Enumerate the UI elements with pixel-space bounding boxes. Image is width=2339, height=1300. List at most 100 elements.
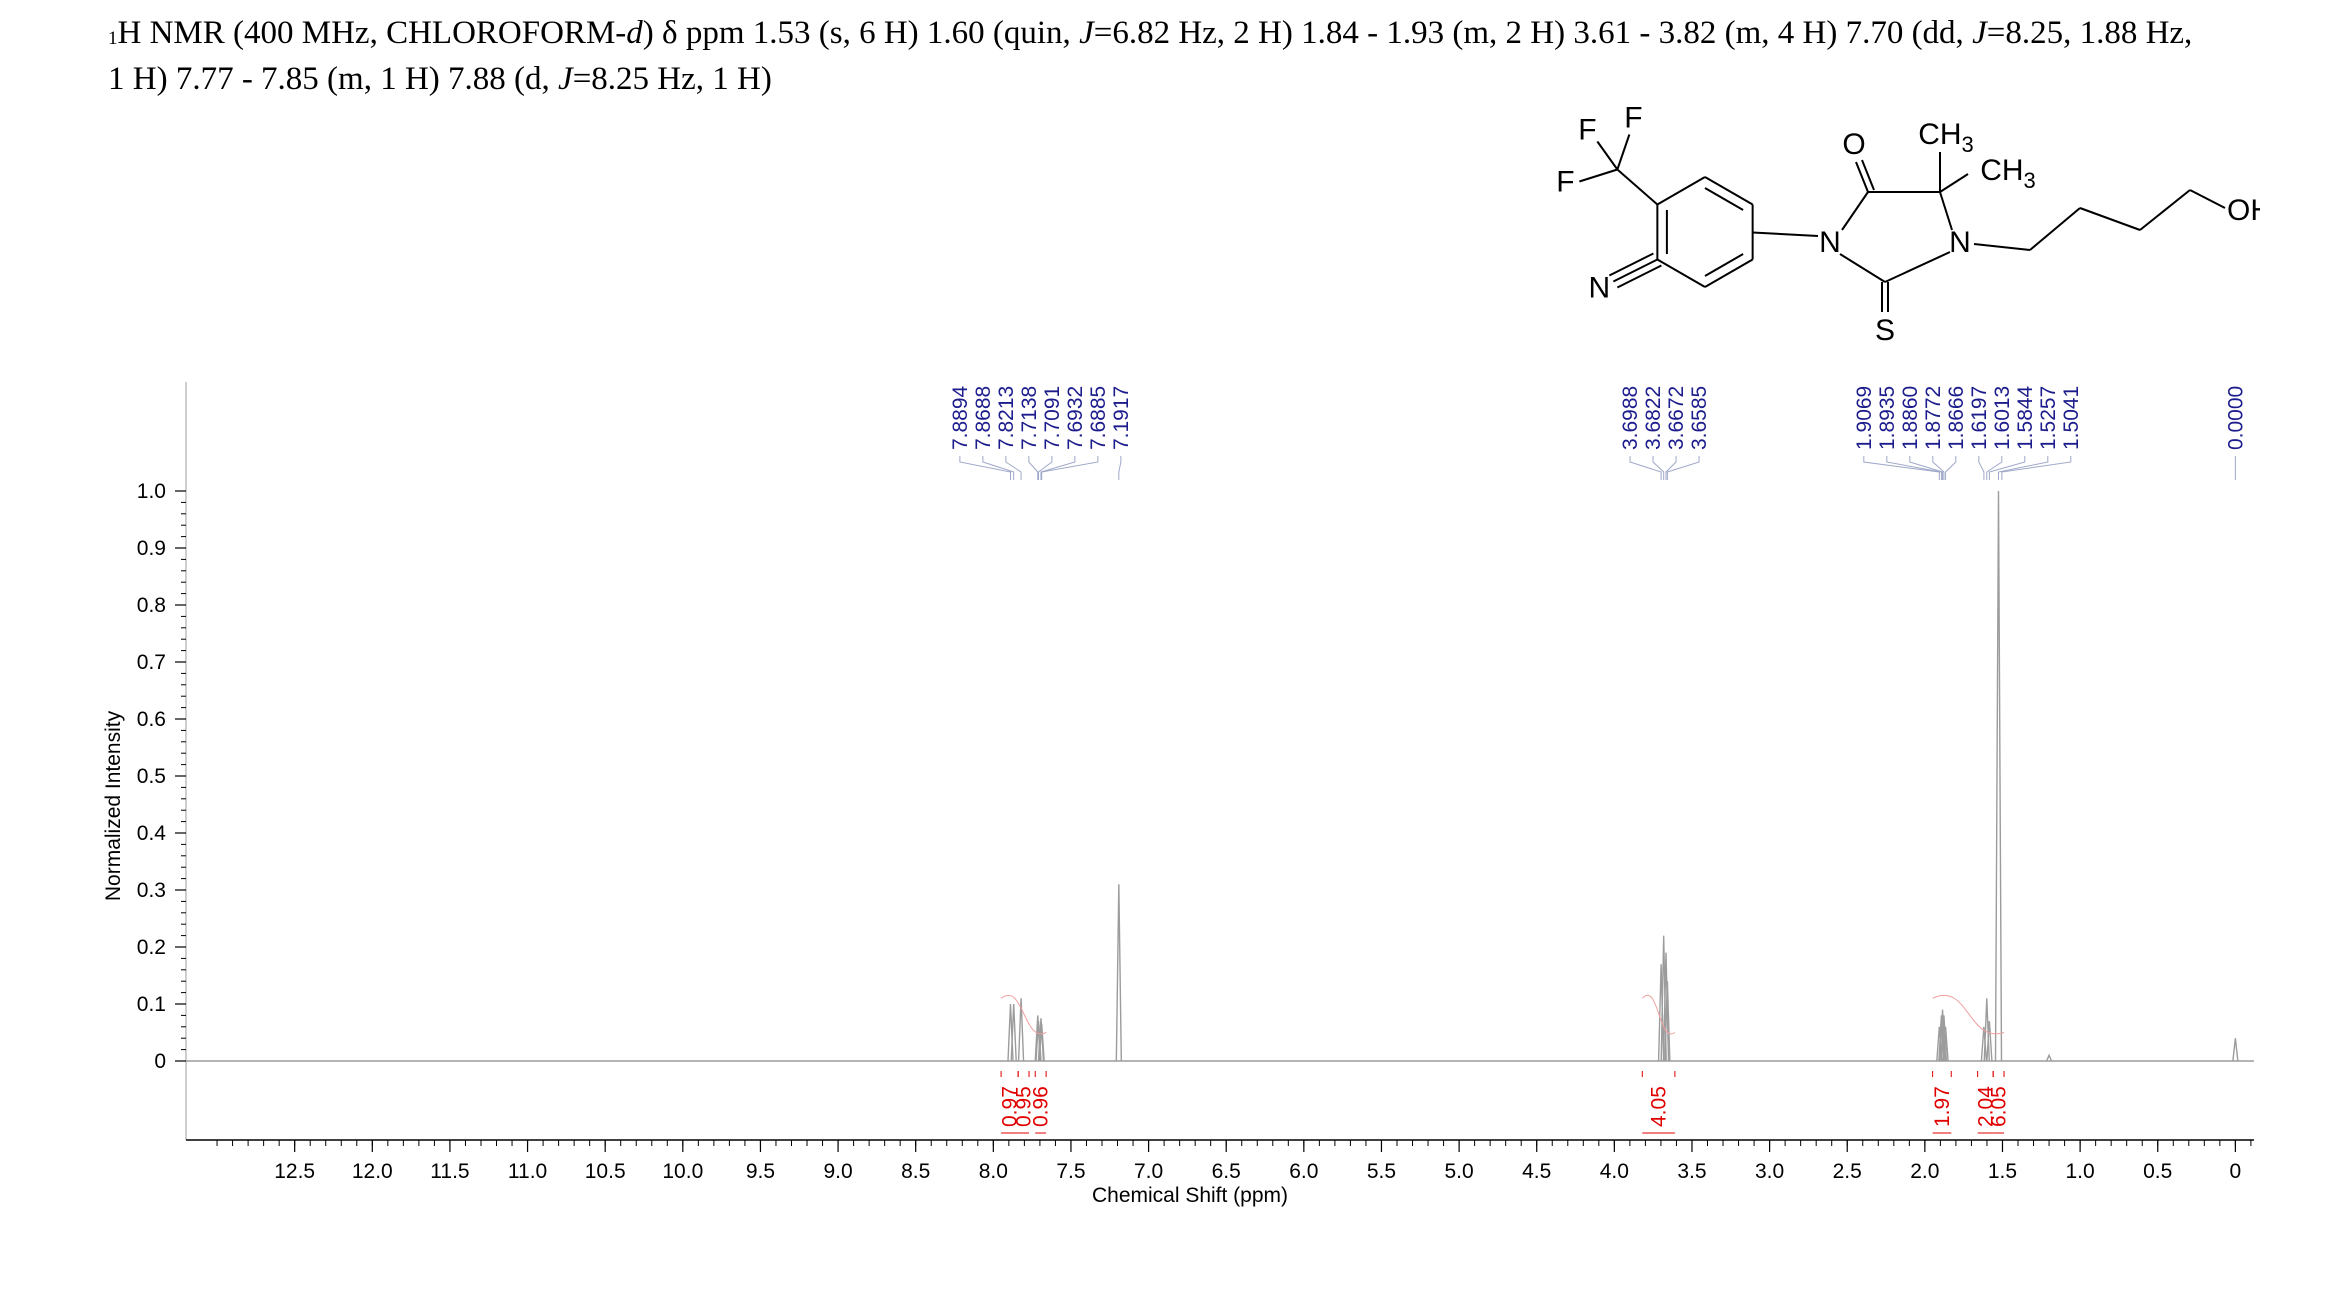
peak-label-leader (1932, 456, 1945, 480)
x-tick-label: 6.5 (1212, 1160, 1241, 1183)
oxygen-label: O (1842, 128, 1865, 161)
peak-label-leader (1118, 456, 1122, 480)
peak-label: 3.6672 (1665, 386, 1688, 450)
peak-label-leader (959, 456, 1011, 480)
peak-label: 7.7138 (1018, 386, 1041, 450)
nitrile-bond (1616, 264, 1662, 289)
peak-label: 7.6932 (1064, 386, 1087, 450)
x-tick-label: 9.0 (823, 1160, 852, 1183)
integral-bracket (1992, 1071, 2005, 1134)
integral-bracket (1034, 1071, 1047, 1134)
spectrum-peak (1938, 1015, 1945, 1062)
peak-label: 1.8935 (1876, 386, 1899, 450)
description-italic: J (1079, 15, 1094, 51)
x-tick-label: 4.5 (1522, 1160, 1551, 1183)
integral-label: 0.95 (1013, 1086, 1036, 1127)
ring-double-bond (1704, 253, 1744, 277)
integral-label: 1.97 (1931, 1086, 1954, 1127)
cf3-bond (1616, 168, 1659, 206)
spectrum-peak (1986, 1021, 1993, 1062)
ring-double-bond (1704, 187, 1744, 211)
peak-label: 1.9069 (1853, 386, 1876, 450)
spectrum-peak (1038, 1023, 1045, 1062)
x-tick-label: 9.5 (746, 1160, 775, 1183)
nitrile-nitrogen-label: N (1589, 272, 1611, 305)
y-axis-label: Normalized Intensity (102, 710, 125, 901)
chain-bond (2139, 189, 2191, 231)
peak-label: 1.8772 (1922, 386, 1945, 450)
peak-label-leader (1028, 456, 1039, 480)
peak-label-leader (1978, 456, 1985, 480)
spectrum-peak (1664, 981, 1671, 1062)
x-tick-label: 0.5 (2143, 1160, 2172, 1183)
peak-label-leader (1665, 456, 1677, 480)
peak-label-leader (1909, 456, 1944, 480)
nitrogen-label: N (1819, 226, 1841, 259)
cf-bond (1579, 168, 1618, 183)
chain-bond (1973, 243, 2031, 251)
x-tick-label: 6.0 (1289, 1160, 1318, 1183)
description-italic: J (1972, 15, 1987, 51)
spectrum-peak (2045, 1053, 2053, 1062)
chain-bond (2189, 189, 2226, 209)
x-tick-label: 3.0 (1755, 1160, 1784, 1183)
sulfur-label: S (1875, 314, 1895, 347)
nitrogen-label: N (1949, 226, 1971, 259)
spectrum-description: 1H NMR (400 MHz, CHLOROFORM-d) δ ppm 1.5… (108, 10, 2308, 102)
integral-label: 2.04 (1974, 1086, 1997, 1127)
peak-label: 1.6197 (1968, 386, 1991, 450)
ring-bond (1656, 176, 1706, 206)
spectrum-peak (1115, 884, 1123, 1062)
description-text: =8.25 Hz, 1 H) (572, 61, 772, 97)
peak-label-leader (982, 456, 1015, 480)
description-text: 1 H) 7.77 - 7.85 (m, 1 H) 7.88 (d, (108, 61, 559, 97)
peak-label-leader (2001, 456, 2072, 480)
y-tick-label: 0.2 (137, 936, 166, 959)
x-tick-label: 1.0 (2066, 1160, 2095, 1183)
peak-label: 3.6822 (1642, 386, 1665, 450)
ring-bond (1656, 258, 1706, 288)
y-tick-label: 0.8 (137, 594, 166, 617)
peak-label: 7.8688 (972, 386, 995, 450)
ring-bond (1841, 191, 1869, 231)
description-text: ) δ ppm 1.53 (s, 6 H) 1.60 (quin, (642, 15, 1080, 51)
x-tick-label: 11.0 (508, 1160, 547, 1183)
x-tick-label: 7.0 (1134, 1160, 1163, 1183)
peak-label: 0.0000 (2224, 386, 2247, 450)
peak-label-leader (1886, 456, 1942, 480)
spectrum-peak (1017, 998, 1025, 1062)
ring-bond (1884, 251, 1951, 283)
integral-label: 6.05 (1988, 1086, 2011, 1127)
integral-curve (1000, 995, 1047, 1035)
x-tick-label: 8.0 (979, 1160, 1008, 1183)
ring-bond (1704, 258, 1754, 288)
spectrum-peak (1994, 490, 2003, 1062)
x-tick-label: 10.5 (585, 1160, 626, 1183)
description-line: 1 H) 7.77 - 7.85 (m, 1 H) 7.88 (d, J=8.2… (108, 56, 2308, 102)
integral-label: 4.05 (1648, 1086, 1671, 1127)
description-text: =6.82 Hz, 2 H) 1.84 - 1.93 (m, 2 H) 3.61… (1093, 15, 1973, 51)
peak-label-leader (1037, 456, 1053, 480)
peak-label: 1.5041 (2060, 386, 2083, 450)
x-tick-label: 5.5 (1367, 1160, 1396, 1183)
y-tick-label: 1.0 (137, 480, 166, 503)
x-tick-label: 3.5 (1677, 1160, 1706, 1183)
x-tick-label: 10.0 (662, 1160, 703, 1183)
x-tick-label: 4.0 (1600, 1160, 1629, 1183)
peak-label-leader (1652, 456, 1665, 480)
peak-label-leader (1041, 456, 1099, 480)
peak-label: 1.5844 (2014, 385, 2037, 450)
peak-label: 1.5257 (2037, 386, 2060, 450)
y-tick-label: 0.7 (137, 651, 166, 674)
spectrum-peak (1660, 935, 1667, 1062)
peak-label-leader (1629, 456, 1662, 480)
spectrum-peak (1657, 964, 1665, 1062)
cf-bond (1616, 134, 1631, 170)
x-tick-label: 1.5 (1988, 1160, 2017, 1183)
y-tick-label: 0.1 (137, 993, 166, 1016)
peak-label: 3.6988 (1619, 386, 1642, 450)
ring-bond (1839, 253, 1886, 283)
x-axis-label: Chemical Shift (ppm) (1092, 1184, 1288, 1207)
ring-bond (1704, 176, 1754, 206)
